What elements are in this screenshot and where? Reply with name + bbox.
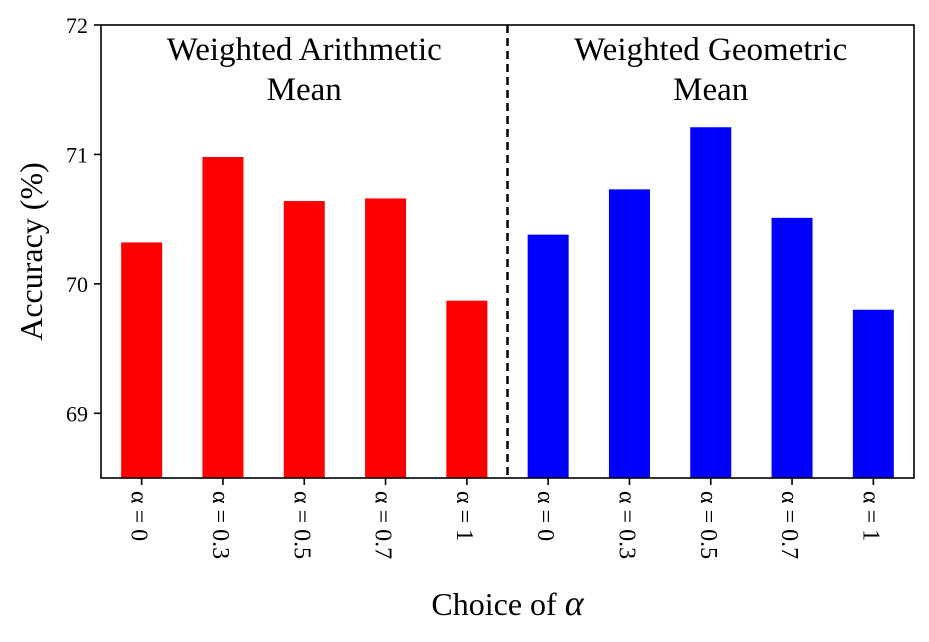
y-axis-title: Accuracy (%) <box>13 162 49 341</box>
x-tick-label: α = 0.3 <box>207 491 233 559</box>
bar-geometric-6 <box>608 189 650 479</box>
y-tick-label: 70 <box>66 272 88 297</box>
group-title-line1: Weighted Arithmetic <box>167 32 442 68</box>
y-tick-label: 72 <box>66 13 88 38</box>
bar-arithmetic-0 <box>121 242 163 478</box>
x-tick-label: α = 1 <box>451 491 477 541</box>
bar-arithmetic-2 <box>283 201 325 478</box>
x-axis-title-prefix: Choice of <box>431 586 564 622</box>
x-tick-label: α = 0.7 <box>370 491 396 559</box>
x-tick-label: α = 0.3 <box>613 491 639 559</box>
y-axis: 69 70 71 72 <box>66 13 101 426</box>
group-title-line2: Mean <box>673 72 748 108</box>
group-titles: Weighted Arithmetic Mean Weighted Geometri… <box>167 32 848 108</box>
x-axis-title: Choice of α <box>431 583 584 623</box>
bar-geometric-5 <box>527 234 569 478</box>
y-tick-label: 71 <box>66 142 88 167</box>
group-title-line1: Weighted Geometric <box>574 32 847 68</box>
bars-layer <box>121 127 894 479</box>
x-tick-label: α = 0 <box>532 491 558 541</box>
x-tick-label: α = 0.7 <box>776 491 802 559</box>
x-tick-label: α = 0.5 <box>695 491 721 559</box>
bar-arithmetic-1 <box>202 157 244 478</box>
x-axis-title-symbol: α <box>565 583 585 623</box>
bar-arithmetic-3 <box>365 198 407 479</box>
bar-geometric-9 <box>852 309 894 478</box>
x-axis: α = 0 α = 0.3 α = 0.5 α = 0.7 α = 1 α = 0 α = … <box>126 478 883 559</box>
x-tick-label: α = 0 <box>126 491 152 541</box>
bar-geometric-7 <box>690 127 732 479</box>
group-title-line2: Mean <box>267 72 342 108</box>
x-tick-label: α = 1 <box>857 491 883 541</box>
plot-frame <box>100 24 915 479</box>
y-tick-label: 69 <box>66 401 88 426</box>
bar-arithmetic-4 <box>446 300 488 478</box>
x-tick-label: α = 0.5 <box>288 491 314 559</box>
bar-geometric-8 <box>771 217 813 478</box>
